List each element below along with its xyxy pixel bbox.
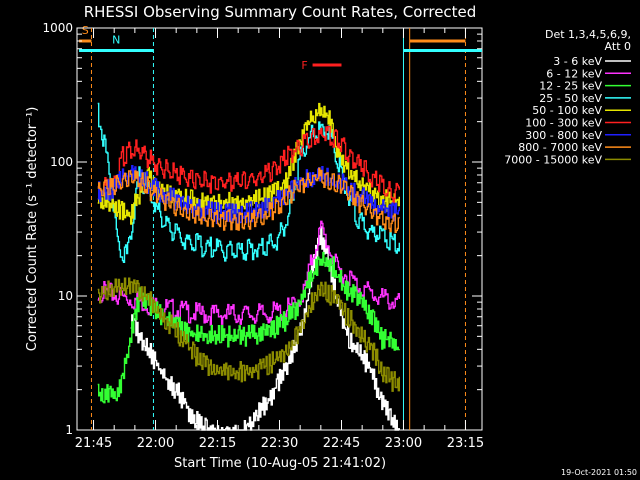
y-tick-label: 100 <box>50 155 73 169</box>
legend-entry-label: 50 - 100 keV <box>532 104 602 117</box>
legend-entry-label: 12 - 25 keV <box>539 80 602 93</box>
x-tick-label: 23:00 <box>385 436 422 451</box>
timestamp: 19-Oct-2021 01:50 <box>561 468 637 477</box>
series-line <box>97 277 400 392</box>
legend-entry-label: 300 - 800 keV <box>525 129 602 142</box>
series-line <box>130 226 400 431</box>
series-line <box>97 102 400 225</box>
annotation-label: S <box>82 24 89 37</box>
x-tick-label: 22:30 <box>261 436 298 451</box>
y-axis-label: Corrected Count Rate (s⁻¹ detector⁻¹) <box>25 107 40 352</box>
series-line <box>97 125 400 204</box>
legend-entry-label: 800 - 7000 keV <box>518 141 602 154</box>
legend-entry-label: 3 - 6 keV <box>553 55 602 68</box>
y-tick-label: 1 <box>65 423 73 437</box>
x-tick-label: 22:45 <box>323 436 360 451</box>
y-tick-label: 10 <box>58 289 73 303</box>
x-tick-label: 22:15 <box>199 436 236 451</box>
legend-entry-label: 6 - 12 keV <box>546 67 602 80</box>
x-axis-label: Start Time (10-Aug-05 21:41:02) <box>174 456 386 471</box>
x-tick-label: 22:00 <box>137 436 174 451</box>
x-tick-label: 21:45 <box>75 436 112 451</box>
legend-header: Att 0 <box>605 40 631 53</box>
annotation-label: F <box>301 59 307 72</box>
legend-entry-label: 7000 - 15000 keV <box>504 153 602 166</box>
series-line <box>97 220 400 326</box>
legend-header: Det 1,3,4,5,6,9, <box>545 28 631 41</box>
x-tick-label: 23:15 <box>447 436 484 451</box>
series-line <box>97 102 400 263</box>
chart-title: RHESSI Observing Summary Count Rates, Co… <box>84 3 477 21</box>
series-line <box>97 167 400 233</box>
annotation-label: N <box>112 33 120 46</box>
series-line <box>97 251 400 404</box>
legend-entry-label: 100 - 300 keV <box>525 117 602 130</box>
legend-entry-label: 25 - 50 keV <box>539 92 602 105</box>
y-tick-label: 1000 <box>42 21 73 35</box>
